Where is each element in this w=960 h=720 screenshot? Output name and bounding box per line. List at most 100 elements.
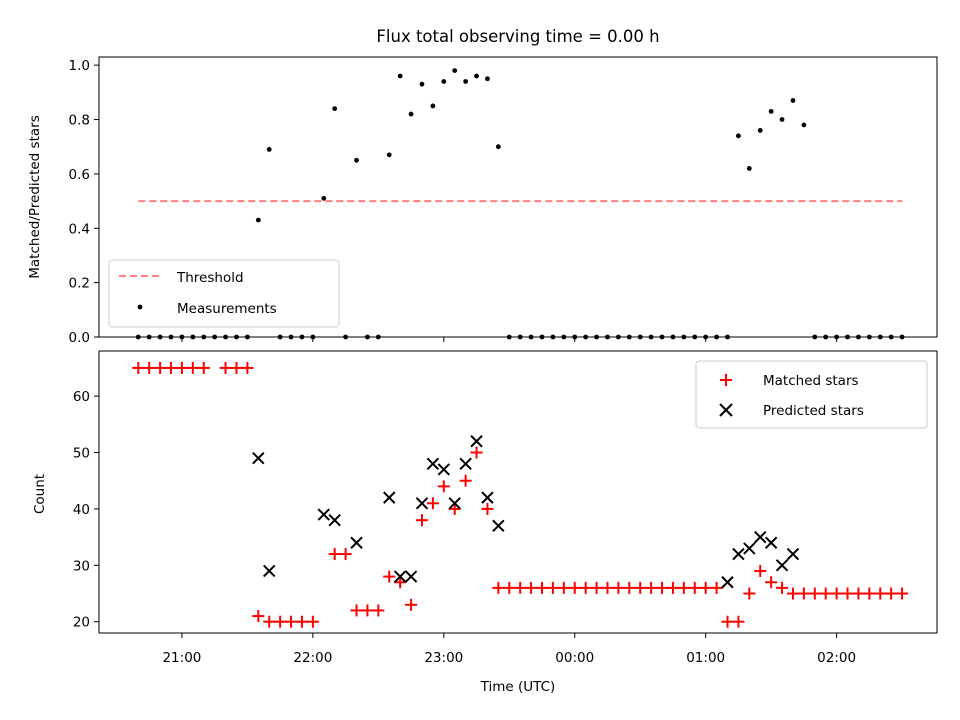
measurement-point xyxy=(179,334,185,340)
matched-star-point xyxy=(492,581,505,594)
matched-star-point xyxy=(841,587,854,600)
matched-star-point xyxy=(546,581,559,594)
bottom-y-axis-label: Count xyxy=(32,474,48,514)
measurement-point xyxy=(757,127,763,133)
bottom-y-tick-label: 50 xyxy=(73,446,90,462)
x-axis-label: Time (UTC) xyxy=(480,679,556,695)
matched-star-point xyxy=(306,615,319,628)
matched-star-point xyxy=(525,581,538,594)
matched-star-point xyxy=(852,587,865,600)
measurement-point xyxy=(768,108,774,114)
measurement-point xyxy=(408,111,414,117)
measurement-point xyxy=(485,76,490,82)
matched-star-point xyxy=(514,581,527,594)
measurement-point xyxy=(866,334,872,340)
matched-star-point xyxy=(590,581,603,594)
measurement-point xyxy=(310,334,316,340)
top-y-tick-label: 0.8 xyxy=(69,113,90,129)
matched-star-point xyxy=(645,581,658,594)
predicted-star-point xyxy=(263,564,276,578)
matched-star-point xyxy=(350,604,363,617)
measurement-point xyxy=(430,103,436,109)
measurement-point xyxy=(474,73,479,79)
x-tick-label: 00:00 xyxy=(555,650,594,666)
measurement-point xyxy=(419,81,425,87)
matched-star-point xyxy=(885,587,898,600)
matched-star-point xyxy=(470,446,483,459)
measurement-point xyxy=(266,147,272,152)
measurement-point xyxy=(190,334,196,340)
measurement-point xyxy=(244,334,250,340)
top-y-tick-label: 0.6 xyxy=(69,167,90,183)
bottom-legend-frame xyxy=(695,360,928,429)
matched-star-point xyxy=(285,615,298,628)
matched-star-point xyxy=(230,361,243,374)
measurement-point xyxy=(255,217,261,223)
matched-star-point xyxy=(415,514,428,527)
measurement-point xyxy=(703,334,709,340)
predicted-star-point xyxy=(786,547,800,561)
measurement-point xyxy=(528,334,534,340)
measurement-point xyxy=(277,334,283,340)
matched-star-point xyxy=(743,587,756,600)
matched-star-point xyxy=(786,587,799,600)
measurement-point xyxy=(888,334,894,340)
predicted-star-point xyxy=(317,508,330,521)
predicted-star-point xyxy=(470,435,483,448)
measurement-point xyxy=(605,334,610,340)
measurement-point xyxy=(288,334,294,340)
measurement-point xyxy=(550,334,556,340)
measurement-point xyxy=(725,334,730,340)
matched-star-point xyxy=(634,581,647,594)
top-legend-frame xyxy=(108,259,340,328)
predicted-star-point xyxy=(721,576,734,589)
matched-star-point xyxy=(688,581,701,594)
predicted-star-point xyxy=(732,547,745,561)
matched-star-point xyxy=(186,361,199,374)
measurement-point xyxy=(146,334,152,340)
measurement-point xyxy=(812,334,818,340)
bottom-y-tick-label: 40 xyxy=(73,502,90,518)
measurement-point xyxy=(332,106,338,112)
matched-star-point xyxy=(459,474,472,487)
top-y-axis-label: Matched/Predicted stars xyxy=(27,115,43,278)
measurement-point xyxy=(299,334,305,340)
predicted-star-point xyxy=(775,559,789,572)
matched-star-point xyxy=(437,480,450,493)
measurement-point xyxy=(354,157,359,163)
top-y-tick-label: 0.4 xyxy=(69,221,90,237)
measurement-point xyxy=(539,334,545,340)
legend-matched-label: Matched stars xyxy=(763,373,859,389)
x-tick-label: 23:00 xyxy=(424,650,463,666)
predicted-star-point xyxy=(492,519,505,533)
measurement-point xyxy=(779,117,785,122)
legend-measurements-label: Measurements xyxy=(177,301,277,317)
matched-star-point xyxy=(372,604,385,617)
predicted-star-point xyxy=(437,463,451,476)
top-y-tick-label: 0.2 xyxy=(69,276,90,292)
measurement-point xyxy=(365,334,370,340)
measurement-point xyxy=(572,334,578,340)
matched-star-point xyxy=(426,497,439,510)
predicted-star-point xyxy=(350,536,363,549)
measurement-point xyxy=(212,334,218,340)
measurement-point xyxy=(201,334,207,340)
predicted-star-point xyxy=(743,542,756,555)
predicted-star-point xyxy=(393,570,407,583)
measurement-point xyxy=(714,334,719,340)
matched-star-point xyxy=(623,581,636,594)
matched-star-point xyxy=(612,581,625,594)
measurement-point xyxy=(343,334,348,340)
matched-star-point xyxy=(754,564,767,577)
matched-star-point xyxy=(863,587,876,600)
matched-star-point xyxy=(448,502,461,515)
matched-star-point xyxy=(677,581,690,594)
measurement-point xyxy=(135,334,141,340)
predicted-star-point xyxy=(328,513,341,527)
matched-star-point xyxy=(165,361,178,374)
measurement-point xyxy=(823,334,829,340)
top-y-tick-label: 0.0 xyxy=(69,330,90,346)
measurement-point xyxy=(561,334,567,340)
measurement-point xyxy=(517,334,523,340)
